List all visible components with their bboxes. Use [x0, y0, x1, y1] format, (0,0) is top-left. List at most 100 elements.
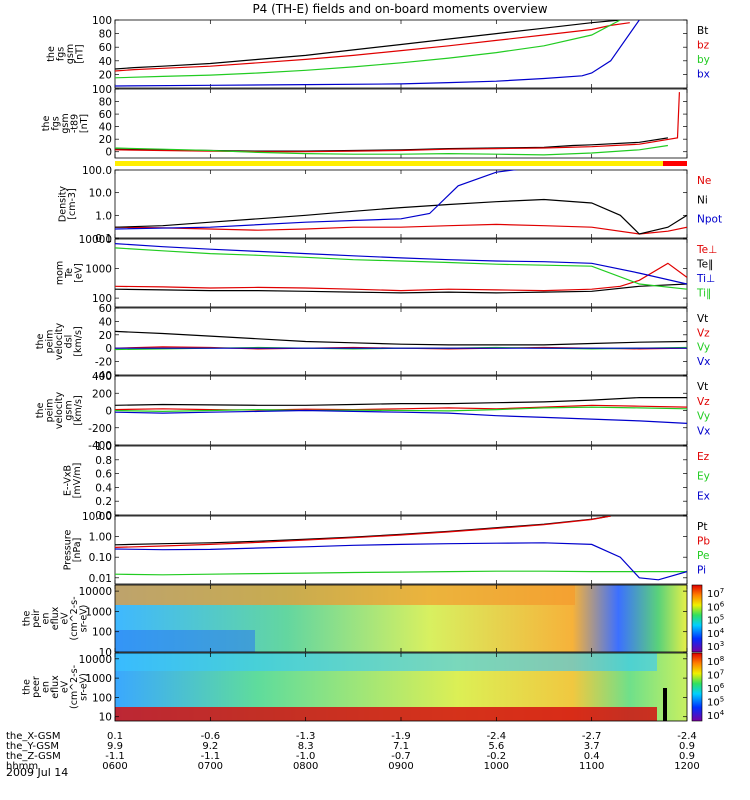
- footer-value: 0800: [293, 761, 318, 772]
- y-tick-label: 1.0: [95, 210, 112, 222]
- series-line-Te‖: [115, 283, 687, 294]
- y-tick-label: 0: [105, 147, 112, 159]
- y-tick-label: 10: [99, 712, 112, 724]
- y-tick-label: 0.2: [95, 496, 112, 508]
- colorbar-tick-label: 103: [707, 640, 724, 653]
- legend-entry: Vy: [697, 411, 710, 423]
- y-axis-label: Pressure[nPa]: [62, 530, 83, 571]
- legend-entry: Ti⊥: [696, 273, 715, 285]
- y-axis-label: thepeimvelocitydsl[km/s]: [35, 323, 84, 361]
- series-line-Ti⊥: [115, 243, 687, 285]
- figure-title: P4 (TH-E) fields and on-board moments ov…: [252, 2, 547, 16]
- legend-entry: Pe: [697, 550, 709, 562]
- legend-entry: Ti‖: [696, 288, 711, 300]
- y-tick-label: 60: [99, 303, 112, 315]
- panel-moments: 10000 1000 100 momTe[eV] Te⊥ Te‖ Ti⊥ Ti‖: [55, 234, 717, 308]
- y-tick-label: 10.0: [89, 188, 112, 200]
- legend-entry: Ne: [697, 175, 711, 187]
- high-energy-band: [115, 585, 575, 605]
- legend-entry: Ex: [697, 490, 710, 502]
- legend-entry: Pi: [697, 565, 706, 577]
- footer-value: -2.4: [677, 731, 697, 742]
- y-tick-label: 0.4: [95, 482, 112, 494]
- y-axis-label: thepeimvelocitygsm[km/s]: [35, 392, 84, 430]
- y-tick-label: 20: [99, 69, 112, 81]
- y-axis-label: Density[cm-3]: [57, 186, 78, 222]
- y-tick-label: -40: [95, 370, 112, 382]
- footer-value: 0.9: [679, 751, 695, 762]
- footer-row-label: hhmm: [6, 761, 38, 772]
- colorbar: [691, 584, 703, 653]
- series-line-Npot: [115, 170, 518, 230]
- series-line-Ti‖: [115, 247, 687, 290]
- panel-frame: [114, 445, 688, 516]
- footer-value: 9.2: [202, 741, 218, 752]
- footer-value: 0700: [198, 761, 223, 772]
- colorbar: [691, 652, 703, 722]
- colorbar-tick-label: 108: [707, 655, 724, 668]
- y-tick-label: 0.10: [89, 552, 112, 564]
- series-line-trace-1: [115, 92, 680, 153]
- y-axis-label: thefgsgsm[nT]: [46, 44, 86, 64]
- footer-value: -1.9: [391, 731, 411, 742]
- series-line-Ni: [115, 198, 687, 235]
- footer-value: 1000: [484, 761, 509, 772]
- panels: 10080604020thefgsgsm[nT]Btbzbybx10080604…: [22, 15, 725, 724]
- y-tick-label: 80: [99, 97, 112, 109]
- y-tick-label: 0.6: [95, 469, 112, 481]
- footer-value: 0600: [102, 761, 127, 772]
- footer-value: -1.1: [105, 751, 125, 762]
- y-tick-label: 400: [92, 371, 112, 383]
- colorbar-tick-label: 107: [707, 669, 724, 682]
- footer-value: -1.3: [296, 731, 316, 742]
- y-tick-label: 1.0: [95, 441, 112, 453]
- high-energy-band: [115, 653, 657, 671]
- legend-entry: Te‖: [696, 259, 713, 271]
- low-energy-band: [115, 707, 657, 721]
- series-line-Pe: [115, 570, 687, 576]
- y-tick-label: 40: [99, 316, 112, 328]
- y-tick-label: -400: [88, 440, 112, 452]
- y-tick-label: 80: [99, 29, 112, 41]
- y-tick-label: -20: [95, 357, 112, 369]
- panel-velocity-gsm: 400 200 0 -200 -400 thepeimvelocitygsm[km/s] V…: [35, 371, 710, 452]
- y-tick-label: 60: [99, 109, 112, 121]
- legend-entry: Vx: [697, 356, 710, 368]
- y-axis-label: thefgsgsm-t89[nT]: [41, 113, 90, 133]
- footer-value: 0900: [388, 761, 413, 772]
- y-tick-label: 0.01: [89, 573, 112, 585]
- series-line-Vx: [115, 409, 687, 424]
- footer-value: 0.9: [679, 741, 695, 752]
- y-tick-label: -200: [88, 423, 112, 435]
- y-tick-label: 1000: [85, 264, 112, 276]
- date-label: 2009 Jul 14: [6, 766, 68, 779]
- y-tick-label: 10000: [79, 654, 112, 666]
- legend-entry: Vt: [697, 381, 708, 393]
- legend-entry: Vt: [697, 313, 708, 325]
- legend-entry: Vz: [697, 396, 710, 408]
- footer-row-label: the_Z-GSM: [6, 751, 61, 762]
- series-line-trace-2: [115, 144, 668, 156]
- y-tick-label: 20: [99, 134, 112, 146]
- y-axis-label: E--VxB[mV/m]: [62, 463, 83, 499]
- footer-value: 9.9: [107, 741, 123, 752]
- series-line-Vt: [115, 330, 687, 346]
- y-tick-label: 0.8: [95, 455, 112, 467]
- footer-value: 8.3: [298, 741, 314, 752]
- y-tick-label: 0.0: [95, 510, 112, 522]
- y-tick-label: 1000: [85, 606, 112, 618]
- series-line-Vz: [115, 404, 687, 411]
- footer-value: 1100: [579, 761, 604, 772]
- panel-frame: [114, 88, 688, 159]
- legend-entry: Ni: [697, 194, 708, 206]
- y-tick-label: 100: [92, 293, 112, 305]
- y-axis-label: momTe[eV]: [55, 261, 85, 285]
- series-line-Pi: [115, 542, 687, 581]
- footer-value: -2.7: [582, 731, 602, 742]
- y-tick-label: 0: [105, 343, 112, 355]
- footer-value: 0.4: [584, 751, 600, 762]
- footer-value: 0.1: [107, 731, 123, 742]
